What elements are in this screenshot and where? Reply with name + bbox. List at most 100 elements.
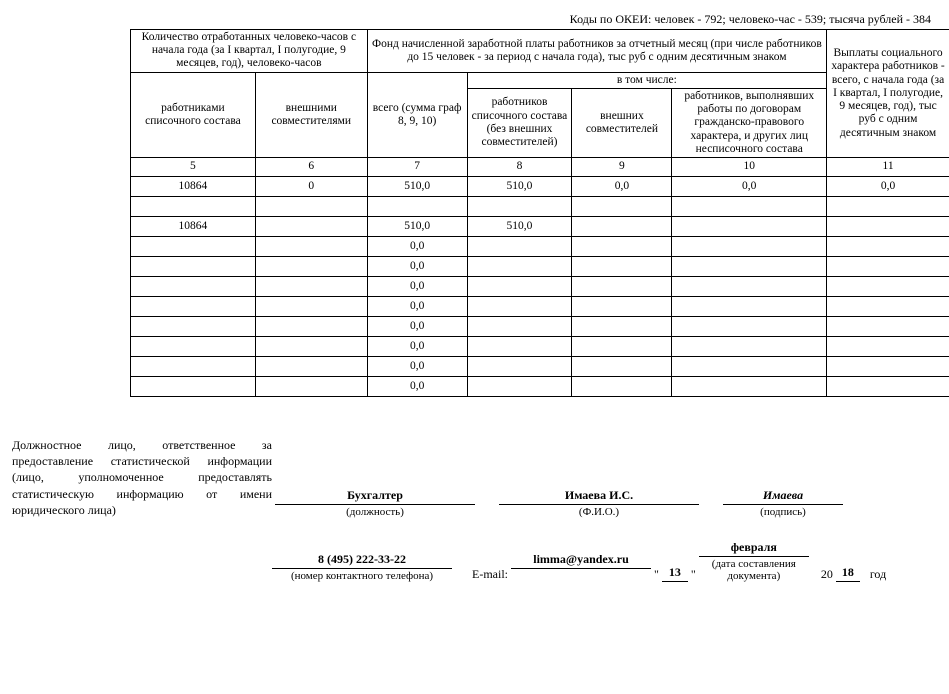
cell xyxy=(131,356,256,376)
cell xyxy=(672,376,827,396)
colnum-8: 8 xyxy=(467,157,572,176)
cell: 10864 xyxy=(131,216,256,236)
report-table: Количество отработанных человеко-часов с… xyxy=(130,29,949,397)
fio-value: Имаева И.С. xyxy=(499,488,699,505)
cell xyxy=(827,196,949,216)
cell xyxy=(672,196,827,216)
cell: 0 xyxy=(255,176,367,196)
cell xyxy=(467,236,572,256)
cell xyxy=(572,316,672,336)
cell xyxy=(572,196,672,216)
cell xyxy=(467,296,572,316)
cell xyxy=(255,196,367,216)
header-inc-contract: работников, выполнявших работы по догово… xyxy=(672,88,827,157)
cell xyxy=(131,196,256,216)
quote-close: " xyxy=(691,567,696,581)
cell: 10864 xyxy=(131,176,256,196)
cell xyxy=(672,296,827,316)
cell xyxy=(131,376,256,396)
cell xyxy=(131,276,256,296)
cell xyxy=(255,376,367,396)
cell xyxy=(467,256,572,276)
cell xyxy=(572,336,672,356)
cell xyxy=(255,216,367,236)
header-including: в том числе: xyxy=(467,72,827,88)
cell xyxy=(827,336,949,356)
colnum-11: 11 xyxy=(827,157,949,176)
cell xyxy=(672,276,827,296)
cell xyxy=(572,256,672,276)
cell xyxy=(572,216,672,236)
table-row: 0,0 xyxy=(131,336,949,356)
table-row: 0,0 xyxy=(131,296,949,316)
cell xyxy=(572,276,672,296)
cell xyxy=(255,256,367,276)
colnum-10: 10 xyxy=(672,157,827,176)
signature-value: Имаева xyxy=(723,488,843,505)
cell xyxy=(131,256,256,276)
phone-cap: (номер контактного телефона) xyxy=(272,570,452,582)
cell xyxy=(131,236,256,256)
header-inc-ext: внешних совместителей xyxy=(572,88,672,157)
cell xyxy=(467,356,572,376)
year-prefix: 20 xyxy=(821,567,833,581)
cell: 510,0 xyxy=(367,176,467,196)
cell xyxy=(672,356,827,376)
cell: 510,0 xyxy=(367,216,467,236)
cell xyxy=(827,276,949,296)
colnum-9: 9 xyxy=(572,157,672,176)
responsible-person-label: Должностное лицо, ответственное за предо… xyxy=(12,437,272,518)
table-row: 10864 510,0 510,0 xyxy=(131,216,949,236)
cell xyxy=(467,276,572,296)
cell xyxy=(827,296,949,316)
cell: 0,0 xyxy=(672,176,827,196)
header-hours: Количество отработанных человеко-часов с… xyxy=(131,30,368,73)
cell xyxy=(672,316,827,336)
date-day: 13 xyxy=(662,565,688,582)
fio-cap: (Ф.И.О.) xyxy=(499,506,699,518)
quote-open: " xyxy=(654,567,659,581)
cell xyxy=(255,296,367,316)
cell xyxy=(467,376,572,396)
table-row: 0,0 xyxy=(131,376,949,396)
cell: 0,0 xyxy=(367,336,467,356)
position-cap: (должность) xyxy=(275,506,475,518)
table-body: 10864 0 510,0 510,0 0,0 0,0 0,0 10864 51… xyxy=(131,176,949,396)
cell: 0,0 xyxy=(367,256,467,276)
cell: 0,0 xyxy=(827,176,949,196)
cell xyxy=(467,316,572,336)
header-total: всего (сумма граф 8, 9, 10) xyxy=(367,72,467,157)
cell xyxy=(255,236,367,256)
cell: 0,0 xyxy=(367,356,467,376)
cell xyxy=(827,356,949,376)
table-row: 0,0 xyxy=(131,256,949,276)
cell xyxy=(572,296,672,316)
cell xyxy=(255,356,367,376)
cell: 0,0 xyxy=(367,236,467,256)
cell: 510,0 xyxy=(467,216,572,236)
cell xyxy=(572,376,672,396)
cell xyxy=(827,256,949,276)
colnum-7: 7 xyxy=(367,157,467,176)
table-row xyxy=(131,196,949,216)
cell: 0,0 xyxy=(572,176,672,196)
cell xyxy=(672,216,827,236)
cell xyxy=(255,336,367,356)
cell: 510,0 xyxy=(467,176,572,196)
header-social: Выплаты социального характера работников… xyxy=(827,30,949,158)
cell xyxy=(827,236,949,256)
cell xyxy=(572,236,672,256)
cell xyxy=(131,296,256,316)
phone-value: 8 (495) 222-33-22 xyxy=(272,552,452,569)
position-value: Бухгалтер xyxy=(275,488,475,505)
cell xyxy=(131,336,256,356)
colnum-6: 6 xyxy=(255,157,367,176)
cell xyxy=(827,376,949,396)
cell xyxy=(672,336,827,356)
cell: 0,0 xyxy=(367,316,467,336)
cell xyxy=(131,316,256,336)
year-suffix: год xyxy=(870,567,886,581)
date-cap: (дата составления документа) xyxy=(699,558,809,582)
cell: 0,0 xyxy=(367,376,467,396)
cell xyxy=(672,256,827,276)
